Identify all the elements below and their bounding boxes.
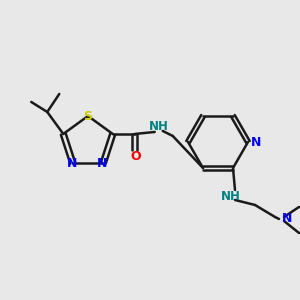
Text: S: S <box>83 110 92 122</box>
Text: NH: NH <box>149 121 169 134</box>
Text: O: O <box>130 151 141 164</box>
Text: N: N <box>67 157 77 169</box>
Text: N: N <box>282 212 292 226</box>
Text: N: N <box>97 157 107 169</box>
Text: NH: NH <box>221 190 241 203</box>
Text: N: N <box>251 136 261 148</box>
